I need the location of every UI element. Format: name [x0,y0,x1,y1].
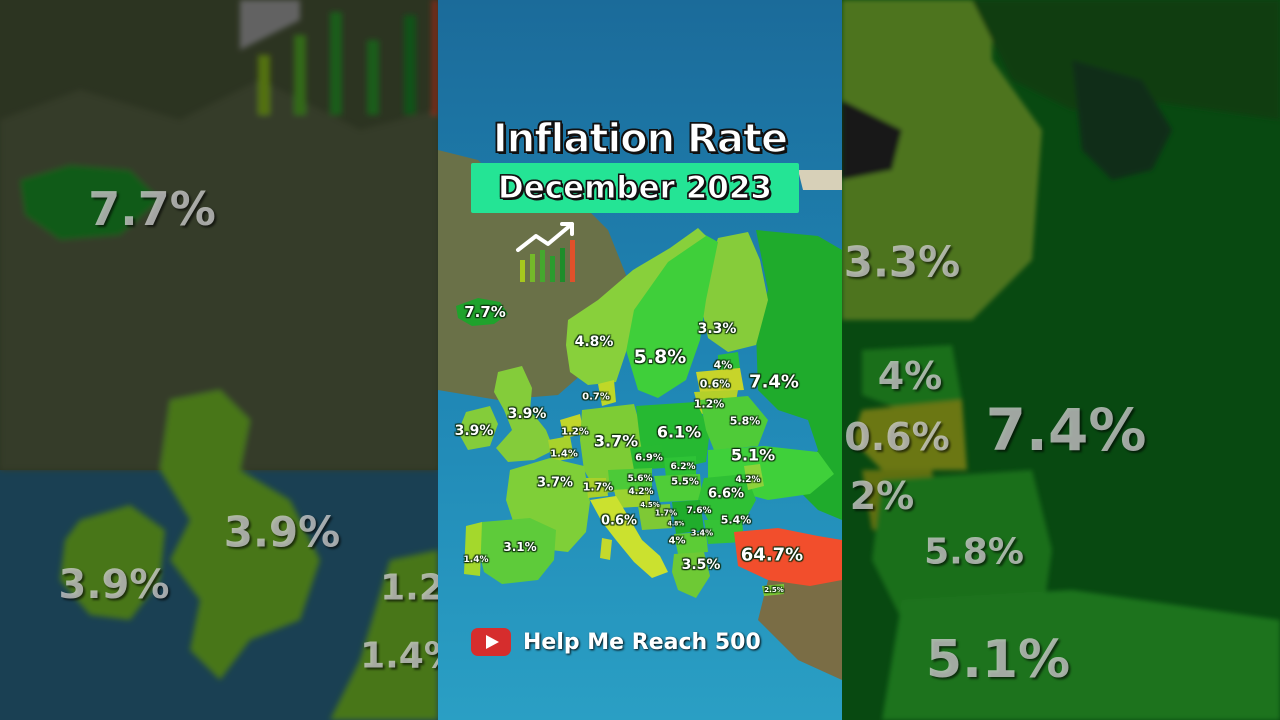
label-turkey: 64.7% [740,544,804,566]
region-moldova [744,464,764,490]
label-serbia: 7.6% [686,506,712,516]
label-poland: 6.1% [656,422,702,442]
label-ukraine: 5.1% [730,445,776,465]
region-slovenia [614,488,650,508]
label-north-macedonia: 3.4% [690,528,714,538]
label-switzerland: 1.7% [582,480,614,494]
region-turkey [734,528,842,586]
map-panel: Inflation Rate December 2023 7.7% 4.8% 5… [438,0,842,720]
promo-text: Help Me Reach 500 [523,629,761,655]
label-albania: 4% [668,535,686,547]
region-romania [698,474,756,522]
label-austria: 5.6% [627,474,653,484]
youtube-play-icon [471,628,511,656]
region-spain [478,518,556,584]
label-belgium: 1.4% [550,448,578,460]
label-hungary: 5.5% [671,476,699,488]
label-belarus: 5.8% [729,414,761,428]
label-czechia: 6.9% [635,452,663,464]
label-netherlands: 1.2% [561,426,589,438]
label-denmark: 0.7% [582,391,610,403]
side-label-lithuania: 2% [849,474,915,518]
region-sweden [626,232,718,398]
label-uk: 3.9% [507,406,547,422]
region-croatia-bosnia [638,504,672,530]
region-belgium [548,436,574,462]
region-ireland [458,406,498,450]
label-slovenia: 4.2% [628,487,654,497]
label-slovakia: 6.2% [670,462,696,472]
label-moldova: 4.2% [735,475,761,485]
label-greece: 3.5% [681,557,721,573]
label-montenegro: 4.8% [667,520,685,528]
label-portugal: 1.4% [463,555,489,565]
right-background: 3.3% 4% 0.6% 7.4% 2% 5.8% 5.1% [842,0,1280,720]
label-lithuania: 1.2% [693,397,725,411]
region-italy [590,496,668,578]
label-sweden: 5.8% [633,346,687,368]
region-iceland [456,298,508,326]
region-slovakia [664,456,696,478]
region-cyprus [762,584,784,596]
region-switzerland [586,478,608,498]
label-croatia: 4.5% [640,501,660,509]
label-spain: 3.1% [503,540,537,554]
subtitle-box: December 2023 [471,163,799,213]
side-label-belgium: 1.4% [360,635,438,677]
side-label-belarus: 5.8% [924,531,1024,573]
side-label-ireland: 3.9% [58,562,170,608]
region-macedonia-albania [674,532,708,554]
label-finland: 3.3% [697,321,737,337]
region-belarus [700,396,768,450]
side-label-netherlands: 1.2 [380,567,438,609]
region-estonia [718,352,740,372]
region-portugal [464,522,482,576]
side-label-latvia: 0.6% [844,415,950,459]
subtitle: December 2023 [497,170,773,207]
region-czechia [630,444,664,470]
side-label-ukraine: 5.1% [925,630,1071,690]
label-germany: 3.7% [593,431,639,451]
label-italy: 0.6% [600,513,638,529]
promo-banner[interactable]: Help Me Reach 500 [471,626,761,658]
left-background: 7.7% 3.9% 3.9% 1.2 1.4% [0,0,438,720]
side-label-iceland: 7.7% [88,182,216,236]
label-bulgaria: 5.4% [720,513,752,527]
region-norway [566,228,706,385]
label-estonia: 4% [713,358,733,372]
label-romania: 6.6% [707,486,745,502]
region-denmark [598,380,616,406]
label-france: 3.7% [536,475,574,491]
label-cyprus: 2.5% [764,586,784,594]
side-label-uk: 3.9% [223,507,341,557]
region-finland [700,232,768,352]
region-russia [756,230,842,520]
side-label-estonia: 4% [877,354,943,398]
side-label-russia: 7.4% [985,396,1147,464]
region-austria [608,468,652,490]
title: Inflation Rate [492,115,789,163]
label-bosnia: 1.7% [654,508,678,518]
region-latvia [696,368,744,392]
label-norway: 4.8% [574,334,614,350]
region-greece [672,552,710,598]
region-netherlands [560,414,584,438]
label-iceland: 7.7% [464,303,506,321]
region-hungary [654,474,702,502]
trend-chart-icon [516,222,575,282]
label-latvia: 0.6% [699,377,731,391]
region-uk [494,366,554,462]
label-russia: 7.4% [749,371,799,393]
region-bulgaria [704,520,744,544]
label-ireland: 3.9% [454,423,494,439]
region-serbia [672,500,704,534]
side-label-finland: 3.3% [843,237,961,287]
